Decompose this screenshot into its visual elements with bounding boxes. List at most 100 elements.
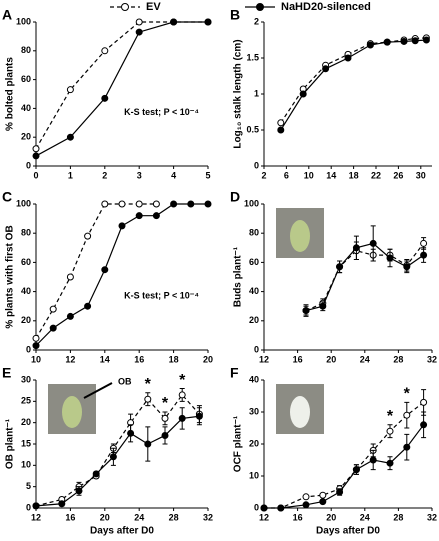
data-point xyxy=(420,239,428,247)
annotation: K-S test; P < 10⁻⁴ xyxy=(124,290,199,300)
x-tick-label: 12 xyxy=(65,354,75,364)
data-point xyxy=(302,307,310,315)
photo-arrow xyxy=(83,382,113,399)
legend-marker xyxy=(256,3,264,11)
y-tick-label: 40 xyxy=(249,374,259,384)
data-point xyxy=(49,324,57,332)
data-point xyxy=(32,502,40,510)
x-tick-label: 30 xyxy=(416,170,426,180)
data-point xyxy=(383,38,391,46)
data-point xyxy=(127,429,135,437)
data-point xyxy=(302,501,310,509)
x-tick-label: 3 xyxy=(137,170,142,180)
series-line xyxy=(280,39,427,131)
data-point xyxy=(178,391,186,399)
data-point xyxy=(319,498,327,506)
panel-letter: D xyxy=(230,189,240,205)
x-tick-label: 24 xyxy=(360,512,370,522)
y-tick-label: 30 xyxy=(249,406,259,416)
photo-subject xyxy=(62,396,82,428)
data-point xyxy=(403,443,411,451)
data-point xyxy=(403,411,411,419)
x-tick-label: 18 xyxy=(349,170,359,180)
y-tick-label: 60 xyxy=(21,257,31,267)
y-tick-label: 20 xyxy=(21,132,31,142)
data-point xyxy=(319,491,327,499)
y-tick-label: 1.5 xyxy=(246,52,259,62)
series-line xyxy=(280,37,427,124)
y-axis-label: OB plant⁻¹ xyxy=(5,418,16,469)
x-tick-label: 14 xyxy=(326,170,336,180)
data-point xyxy=(420,421,428,429)
y-tick-label: 40 xyxy=(21,286,31,296)
x-tick-label: 6 xyxy=(284,170,289,180)
x-tick-label: 12 xyxy=(259,512,269,522)
data-point xyxy=(386,427,394,435)
panel: E 0 5 10 15 20 25 30 12 16 20 24 28 32 OB plant⁻¹ Days … xyxy=(2,365,213,537)
series-line xyxy=(264,401,424,509)
panel: F 0 10 20 30 40 12 16 20 24 28 32 OCF plant⁻¹ Days af… xyxy=(230,365,437,537)
y-tick-label: 0 xyxy=(254,502,259,512)
data-point xyxy=(144,440,152,448)
legend-label: EV xyxy=(146,1,161,13)
series-line xyxy=(35,415,200,507)
x-tick-label: 24 xyxy=(360,354,370,364)
x-tick-label: 16 xyxy=(134,354,144,364)
x-tick-label: 10 xyxy=(304,170,314,180)
y-tick-label: 20 xyxy=(21,315,31,325)
data-point xyxy=(386,459,394,467)
data-point xyxy=(170,200,178,208)
x-tick-label: 20 xyxy=(326,512,336,522)
photo-label: OB xyxy=(118,376,132,386)
x-tick-label: 32 xyxy=(427,512,437,522)
panel-letter: C xyxy=(2,189,12,205)
data-point xyxy=(152,212,160,220)
data-point xyxy=(84,232,92,240)
data-point xyxy=(84,302,92,310)
data-point xyxy=(75,487,83,495)
data-point xyxy=(352,244,360,252)
significance-mark: * xyxy=(387,408,394,425)
data-point xyxy=(135,212,143,220)
y-tick-label: 10 xyxy=(21,460,31,470)
x-axis-label: Days after D0 xyxy=(316,526,380,537)
y-tick-label: 80 xyxy=(21,45,31,55)
x-tick-label: 32 xyxy=(427,354,437,364)
data-point xyxy=(420,251,428,259)
data-point xyxy=(422,36,430,44)
y-tick-label: 20 xyxy=(249,438,259,448)
y-tick-label: 80 xyxy=(21,228,31,238)
annotation: K-S test; P < 10⁻⁴ xyxy=(124,107,199,117)
x-tick-label: 10 xyxy=(31,354,41,364)
data-point xyxy=(49,305,57,313)
series-line xyxy=(35,21,208,150)
series-line xyxy=(264,424,425,509)
legend: EV NaHD20-silenced xyxy=(110,1,371,13)
data-point xyxy=(411,37,419,45)
data-point xyxy=(336,263,344,271)
data-point xyxy=(369,456,377,464)
x-tick-label: 20 xyxy=(326,354,336,364)
y-tick-label: 0 xyxy=(26,344,31,354)
data-point xyxy=(400,37,408,45)
data-point xyxy=(66,312,74,320)
data-point xyxy=(386,254,394,262)
series-line xyxy=(35,393,200,507)
data-point xyxy=(420,398,428,406)
data-point xyxy=(260,504,268,512)
data-point xyxy=(195,412,203,420)
x-tick-label: 28 xyxy=(393,354,403,364)
x-tick-label: 12 xyxy=(31,512,41,522)
x-tick-label: 26 xyxy=(393,170,403,180)
data-point xyxy=(32,145,40,153)
data-point xyxy=(32,334,40,342)
data-point xyxy=(32,342,40,350)
data-point xyxy=(66,86,74,94)
panel: D 0 20 40 60 80 100 12 16 20 24 28 32 Buds plant⁻¹ xyxy=(230,189,437,365)
series-line xyxy=(35,21,208,157)
x-tick-label: 2 xyxy=(261,170,266,180)
x-tick-label: 28 xyxy=(169,512,179,522)
data-point xyxy=(144,395,152,403)
x-tick-label: 1 xyxy=(68,170,73,180)
